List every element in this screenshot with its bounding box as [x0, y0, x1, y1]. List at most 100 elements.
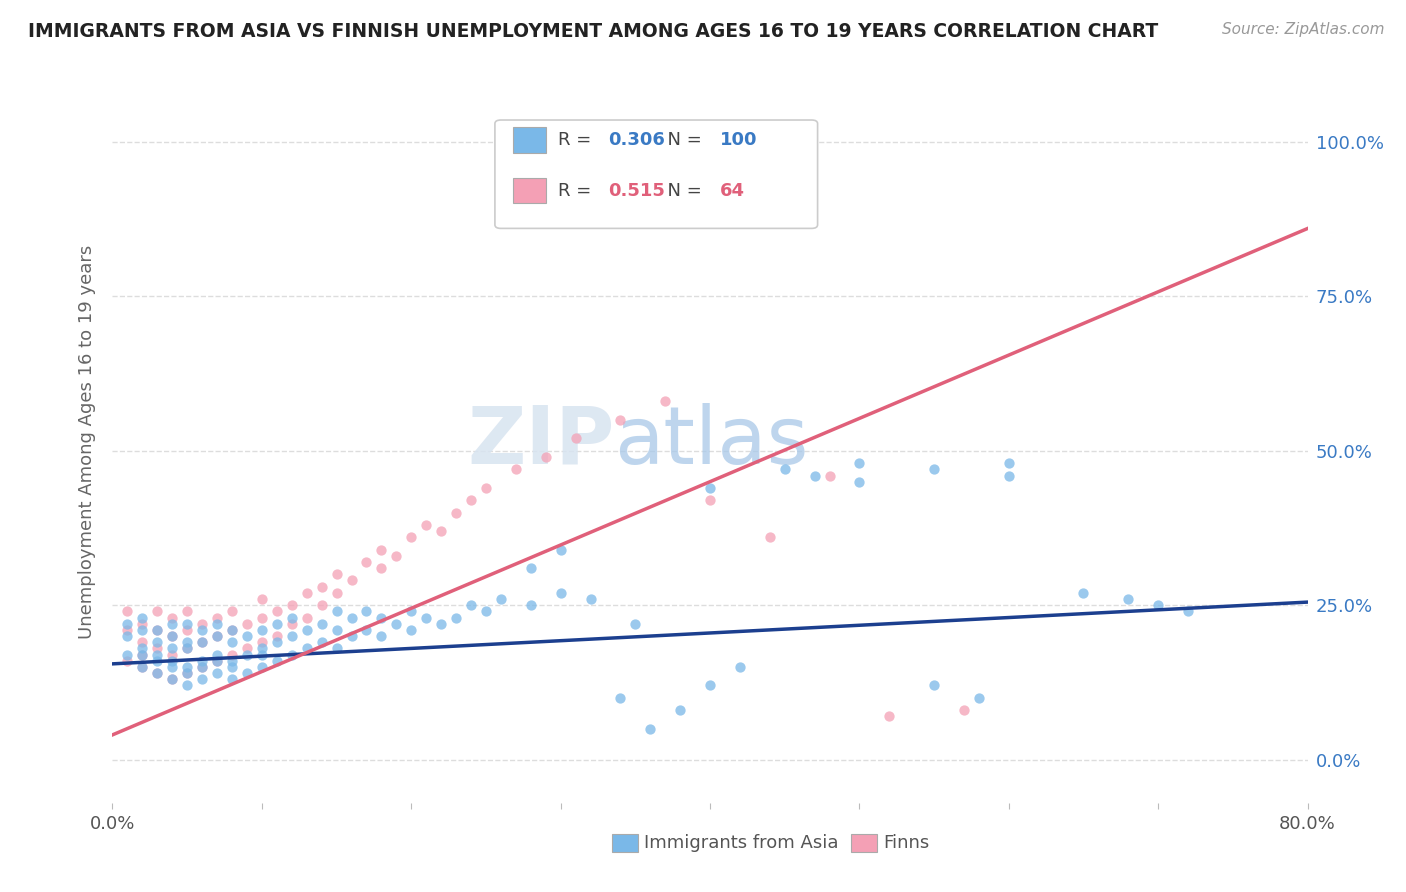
- Point: [162, 660, 183, 674]
- Point: [520, 561, 543, 575]
- Point: [117, 623, 139, 637]
- Point: [162, 610, 183, 624]
- Point: [205, 629, 228, 643]
- Point: [131, 641, 153, 656]
- Point: [162, 629, 183, 643]
- Text: 100: 100: [720, 131, 756, 149]
- Point: [176, 678, 198, 692]
- Point: [146, 623, 169, 637]
- Point: [325, 641, 347, 656]
- Text: N =: N =: [657, 131, 707, 149]
- Point: [117, 629, 139, 643]
- Text: IMMIGRANTS FROM ASIA VS FINNISH UNEMPLOYMENT AMONG AGES 16 TO 19 YEARS CORRELATI: IMMIGRANTS FROM ASIA VS FINNISH UNEMPLOY…: [28, 22, 1159, 41]
- Point: [444, 610, 467, 624]
- Point: [356, 623, 378, 637]
- Point: [117, 616, 139, 631]
- Point: [475, 604, 498, 618]
- Point: [146, 635, 169, 649]
- Point: [444, 506, 467, 520]
- Point: [205, 648, 228, 662]
- Point: [430, 616, 453, 631]
- Point: [564, 432, 586, 446]
- Point: [250, 641, 273, 656]
- Text: 64: 64: [720, 182, 745, 200]
- Point: [340, 610, 363, 624]
- Point: [162, 641, 183, 656]
- Point: [340, 574, 363, 588]
- Point: [773, 462, 796, 476]
- Point: [505, 462, 527, 476]
- Point: [131, 623, 153, 637]
- Point: [205, 616, 228, 631]
- Point: [281, 616, 304, 631]
- Point: [401, 623, 423, 637]
- Point: [266, 616, 288, 631]
- Point: [250, 592, 273, 607]
- Point: [311, 580, 333, 594]
- Point: [401, 604, 423, 618]
- Point: [221, 635, 243, 649]
- Point: [205, 666, 228, 681]
- Point: [295, 623, 318, 637]
- Y-axis label: Unemployment Among Ages 16 to 19 years: Unemployment Among Ages 16 to 19 years: [77, 244, 96, 639]
- Bar: [851, 834, 877, 852]
- Point: [356, 555, 378, 569]
- Point: [162, 616, 183, 631]
- Point: [460, 598, 482, 612]
- Point: [550, 542, 572, 557]
- Bar: [513, 178, 547, 203]
- Point: [266, 604, 288, 618]
- Point: [146, 654, 169, 668]
- Point: [250, 623, 273, 637]
- Point: [221, 623, 243, 637]
- Point: [191, 635, 214, 649]
- Point: [669, 703, 692, 717]
- Text: Source: ZipAtlas.com: Source: ZipAtlas.com: [1222, 22, 1385, 37]
- Bar: [513, 128, 547, 153]
- Text: 0.306: 0.306: [609, 131, 665, 149]
- Point: [311, 635, 333, 649]
- Point: [967, 690, 990, 705]
- Point: [236, 666, 259, 681]
- Text: Finns: Finns: [883, 834, 929, 852]
- Text: Immigrants from Asia: Immigrants from Asia: [644, 834, 839, 852]
- Point: [131, 616, 153, 631]
- Point: [370, 610, 392, 624]
- Point: [162, 648, 183, 662]
- Point: [654, 394, 676, 409]
- Point: [1177, 604, 1199, 618]
- Point: [1118, 592, 1140, 607]
- Point: [176, 641, 198, 656]
- Point: [266, 629, 288, 643]
- Point: [205, 629, 228, 643]
- Point: [131, 660, 153, 674]
- Point: [191, 660, 214, 674]
- Point: [624, 616, 647, 631]
- Text: R =: R =: [558, 182, 598, 200]
- Point: [998, 468, 1021, 483]
- Point: [221, 654, 243, 668]
- Point: [818, 468, 841, 483]
- Point: [879, 709, 901, 723]
- Point: [759, 530, 782, 544]
- Point: [385, 616, 408, 631]
- Point: [370, 629, 392, 643]
- Point: [848, 456, 870, 470]
- Point: [221, 623, 243, 637]
- Point: [699, 493, 721, 508]
- Point: [848, 475, 870, 489]
- Point: [534, 450, 557, 464]
- Point: [250, 660, 273, 674]
- Point: [176, 635, 198, 649]
- Point: [176, 666, 198, 681]
- Point: [998, 456, 1021, 470]
- Point: [325, 567, 347, 582]
- Point: [162, 673, 183, 687]
- Point: [176, 666, 198, 681]
- Point: [176, 660, 198, 674]
- Point: [579, 592, 602, 607]
- Point: [176, 616, 198, 631]
- Point: [295, 610, 318, 624]
- Point: [205, 610, 228, 624]
- Point: [325, 604, 347, 618]
